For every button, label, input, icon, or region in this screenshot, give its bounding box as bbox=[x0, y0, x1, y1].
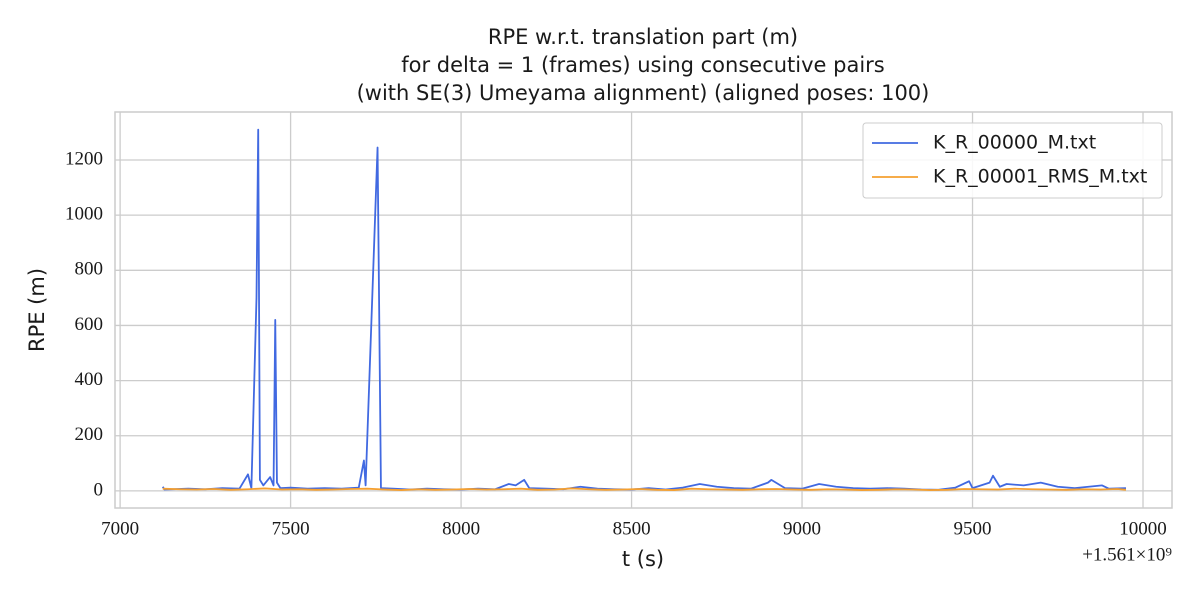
data-line bbox=[162, 487, 1127, 491]
x-tick-label: 8000 bbox=[442, 518, 480, 539]
chart-title: (with SE(3) Umeyama alignment) (aligned … bbox=[357, 81, 930, 105]
x-tick-label: 9500 bbox=[954, 518, 992, 539]
y-axis-label: RPE (m) bbox=[25, 268, 49, 352]
x-tick-label: 8500 bbox=[613, 518, 651, 539]
x-tick-label: 9000 bbox=[783, 518, 821, 539]
y-tick-label: 1000 bbox=[65, 203, 103, 224]
legend-box bbox=[862, 122, 1163, 199]
x-tick-label: 10000 bbox=[1119, 518, 1167, 539]
x-offset-label: +1.561×10⁹ bbox=[1082, 544, 1172, 565]
legend-label: K_R_00001_RMS_M.txt bbox=[933, 166, 1147, 188]
x-axis-label: t (s) bbox=[622, 547, 664, 571]
y-tick-label: 200 bbox=[75, 424, 104, 445]
y-tick-label: 600 bbox=[75, 314, 104, 335]
y-tick-label: 400 bbox=[75, 369, 104, 390]
x-tick-label: 7500 bbox=[272, 518, 310, 539]
y-tick-label: 800 bbox=[75, 259, 104, 280]
y-tick-label: 0 bbox=[94, 479, 104, 500]
x-tick-label: 7000 bbox=[101, 518, 139, 539]
plot-frame bbox=[114, 111, 1173, 509]
chart-title: RPE w.r.t. translation part (m) bbox=[488, 25, 798, 49]
chart-title: for delta = 1 (frames) using consecutive… bbox=[401, 53, 885, 77]
legend-label: K_R_00000_M.txt bbox=[933, 132, 1096, 154]
y-tick-label: 1200 bbox=[65, 148, 103, 169]
